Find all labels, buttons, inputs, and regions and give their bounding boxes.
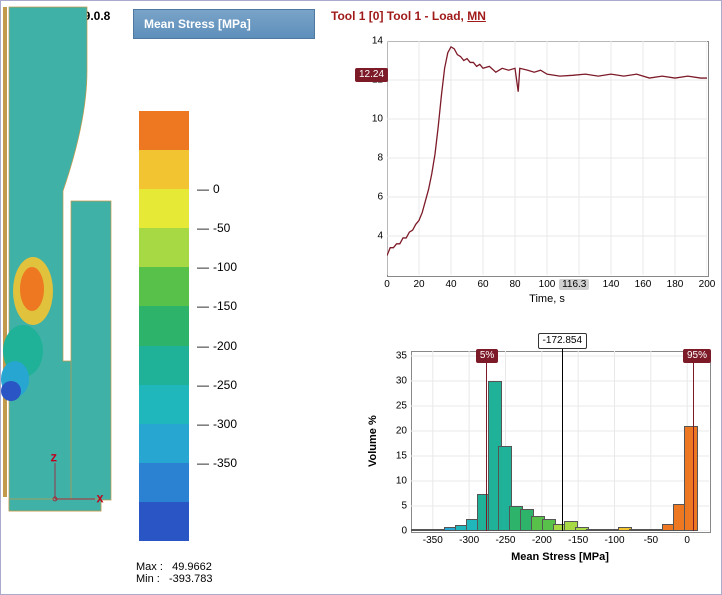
histogram[interactable]: -350-300-250-200-150-100-500 05101520253… [361, 331, 711, 586]
fem-panel: QForm 9.0.8 Mean Stress [MPa] Z X [1, 1, 331, 595]
histogram-xlabel: Mean Stress [MPa] [411, 551, 709, 563]
histogram-p5-line [486, 363, 487, 531]
histogram-center-line [562, 349, 564, 531]
line-chart-value-badge: 12.24 [355, 68, 388, 82]
legend-bar [139, 111, 189, 541]
fem-contour: Z X [1, 1, 136, 521]
root: QForm 9.0.8 Mean Stress [MPa] Z X [0, 0, 722, 595]
histogram-ylabel: Volume % [367, 391, 379, 491]
histogram-p95-line [693, 363, 694, 531]
svg-text:X: X [97, 494, 103, 504]
color-legend: 0-50-100-150-200-250-300-350 [139, 111, 279, 541]
svg-text:Z: Z [51, 453, 57, 463]
line-chart-xlabel: Time, s [387, 293, 707, 305]
line-chart-plot[interactable] [387, 41, 709, 277]
min-row: Min : -393.783 [136, 573, 212, 585]
legend-ticks: 0-50-100-150-200-250-300-350 [197, 111, 277, 541]
right-panel: Tool 1 [0] Tool 1 - Load, MN 02040608010… [331, 1, 721, 595]
line-chart[interactable]: 020406080100120140160180200 468101214 Ti… [361, 41, 711, 301]
minmax-block: Max : 49.9662 Min : -393.783 [136, 561, 212, 585]
histogram-center-badge: -172.854 [538, 333, 587, 349]
max-row: Max : 49.9662 [136, 561, 212, 573]
line-chart-title: Tool 1 [0] Tool 1 - Load, MN [331, 9, 486, 23]
legend-title: Mean Stress [MPa] [133, 9, 315, 39]
line-chart-cursor-x: 116.3 [559, 279, 589, 290]
histogram-p5-badge: 5% [476, 349, 498, 363]
histogram-bars [411, 351, 709, 531]
histogram-p95-badge: 95% [683, 349, 711, 363]
